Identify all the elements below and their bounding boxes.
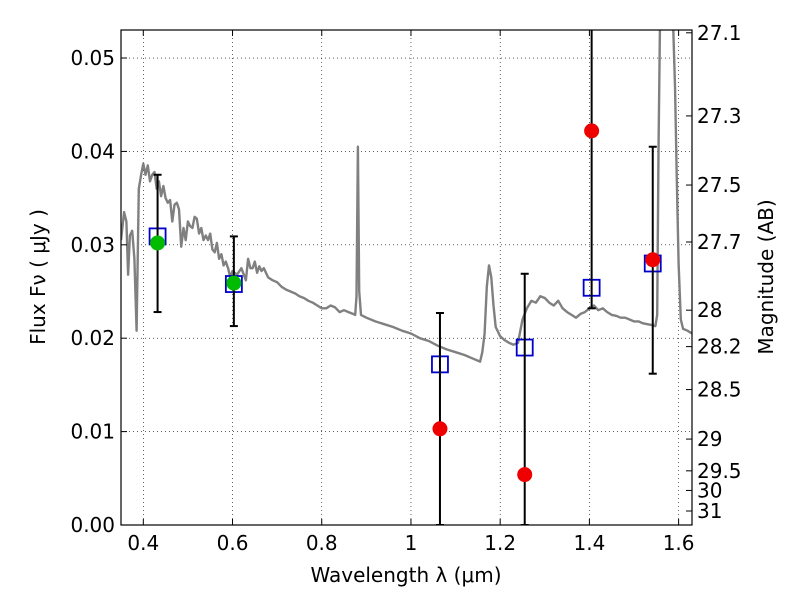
y2-axis-title: Magnitude (AB) (754, 199, 778, 354)
x-tick-label: 1.2 (484, 531, 516, 555)
x-tick-label: 1.6 (663, 531, 695, 555)
plot-area (121, 30, 692, 525)
observed-flux-point (645, 252, 661, 268)
observed-flux-point (517, 467, 533, 483)
axes: 0.4 0.6 0.8 1 1.2 1.4 1.6 0.00 0.01 0.02 0.03 0.04 0… (70, 21, 741, 555)
observed-flux-point (432, 421, 448, 437)
y2-tick-label: 27.5 (697, 173, 742, 197)
y2-tick-label: 28.2 (697, 335, 742, 359)
x-tick-label: 1.4 (573, 531, 605, 555)
y2-tick-label: 31 (697, 499, 722, 523)
y2-tick-label: 29.5 (697, 459, 742, 483)
x-tick-label: 0.6 (217, 531, 249, 555)
y-tick-label: 0.03 (70, 233, 115, 257)
data-layer (121, 30, 692, 525)
y2-tick-label: 30 (697, 478, 722, 502)
x-tick-label: 1 (405, 531, 418, 555)
x-tick-label: 0.8 (306, 531, 338, 555)
y-tick-label: 0.00 (70, 513, 115, 537)
observed-flux-point (584, 123, 600, 139)
y2-tick-label: 27.1 (697, 21, 742, 45)
grid-lines (121, 30, 692, 526)
y-tick-label: 0.04 (70, 139, 115, 163)
y2-tick-label: 29 (697, 427, 722, 451)
observed-flux-point (226, 275, 242, 291)
x-tick-label: 0.4 (127, 531, 159, 555)
y-axis-title: Flux Fν ( μJy ) (26, 209, 50, 345)
y2-tick-label: 27.7 (697, 230, 742, 254)
y-tick-label: 0.01 (70, 420, 115, 444)
plot-frame (120, 29, 693, 526)
model-spectrum-line (121, 30, 692, 363)
y2-tick-label: 27.3 (697, 104, 742, 128)
y-tick-label: 0.02 (70, 326, 115, 350)
observed-flux-point (150, 235, 166, 251)
y-tick-label: 0.05 (70, 46, 115, 70)
x-axis-title: Wavelength λ (μm) (310, 563, 501, 587)
y2-tick-label: 28.5 (697, 378, 742, 402)
y2-tick-label: 28 (697, 298, 722, 322)
